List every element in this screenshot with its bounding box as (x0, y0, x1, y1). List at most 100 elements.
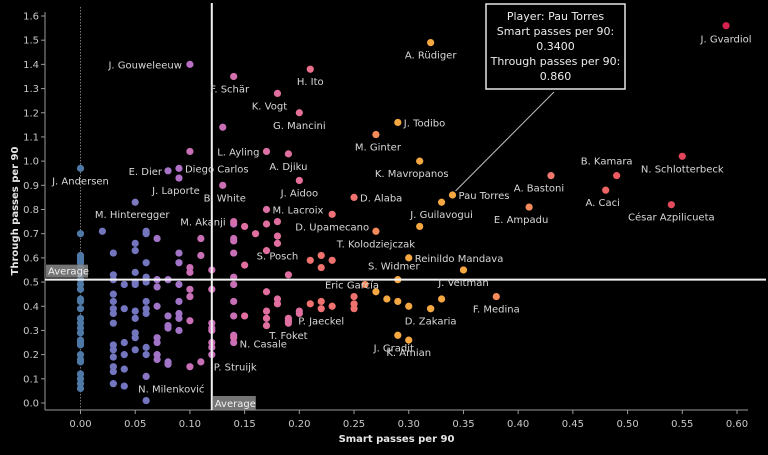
data-point[interactable] (175, 314, 183, 322)
data-point[interactable] (109, 353, 117, 361)
data-point[interactable] (437, 198, 446, 206)
data-point[interactable] (131, 198, 139, 206)
data-point[interactable] (175, 164, 183, 172)
data-point[interactable] (219, 181, 227, 189)
data-point[interactable] (350, 305, 358, 313)
data-point[interactable] (76, 341, 85, 349)
data-point[interactable] (98, 227, 106, 235)
data-point[interactable] (262, 247, 271, 255)
data-point[interactable] (76, 164, 85, 172)
data-point[interactable] (394, 297, 402, 306)
data-point[interactable] (262, 220, 271, 228)
data-point[interactable] (394, 118, 402, 127)
data-point[interactable] (230, 334, 238, 342)
data-point[interactable] (120, 351, 128, 359)
data-point[interactable] (273, 89, 282, 97)
data-point[interactable] (142, 396, 150, 405)
data-point[interactable] (175, 297, 183, 306)
data-point[interactable] (262, 205, 271, 214)
data-point[interactable] (131, 280, 139, 289)
data-point[interactable] (164, 312, 172, 320)
data-point[interactable] (175, 259, 183, 267)
data-point[interactable] (142, 309, 150, 318)
data-point[interactable] (120, 382, 128, 390)
data-point[interactable] (76, 358, 85, 366)
data-point[interactable] (350, 193, 358, 202)
data-point[interactable] (328, 210, 336, 218)
data-point[interactable] (131, 247, 139, 255)
data-point[interactable] (142, 343, 150, 351)
data-point[interactable] (142, 259, 150, 267)
data-point[interactable] (284, 271, 292, 279)
data-point[interactable] (76, 285, 85, 293)
data-point[interactable] (197, 234, 205, 243)
data-point[interactable] (416, 222, 424, 231)
data-point[interactable] (295, 307, 303, 315)
data-point[interactable] (230, 72, 238, 81)
data-point[interactable] (405, 302, 413, 310)
data-point[interactable] (76, 230, 85, 238)
data-point[interactable] (76, 297, 85, 306)
data-point[interactable] (427, 39, 435, 47)
data-point[interactable] (197, 251, 205, 260)
data-point[interactable] (109, 380, 117, 388)
data-point[interactable] (131, 346, 139, 354)
data-point[interactable] (317, 305, 325, 313)
data-point[interactable] (525, 203, 533, 211)
data-point[interactable] (109, 367, 117, 376)
data-point[interactable] (153, 234, 161, 243)
data-point[interactable] (131, 239, 139, 247)
data-point[interactable] (547, 172, 555, 180)
data-point[interactable] (273, 232, 282, 240)
data-point[interactable] (722, 22, 730, 30)
data-point[interactable] (613, 172, 621, 180)
data-point[interactable] (328, 302, 336, 310)
data-point[interactable] (153, 302, 161, 310)
data-point[interactable] (153, 338, 161, 347)
data-point[interactable] (186, 292, 194, 301)
data-point[interactable] (230, 297, 238, 306)
data-point[interactable] (383, 295, 391, 303)
data-point[interactable] (306, 300, 314, 308)
data-point[interactable] (678, 152, 686, 160)
data-point[interactable] (120, 280, 128, 289)
data-point[interactable] (131, 314, 139, 322)
data-point[interactable] (109, 309, 117, 318)
data-point[interactable] (109, 297, 117, 306)
data-point[interactable] (186, 317, 194, 325)
data-point[interactable] (120, 338, 128, 347)
data-point[interactable] (317, 251, 325, 260)
data-point[interactable] (164, 360, 172, 368)
data-point[interactable] (284, 150, 292, 158)
data-point[interactable] (361, 280, 369, 289)
data-point[interactable] (175, 249, 183, 257)
data-point[interactable] (372, 288, 380, 296)
data-point[interactable] (131, 307, 139, 315)
data-point[interactable] (328, 256, 336, 264)
data-point[interactable] (448, 191, 457, 199)
data-point[interactable] (142, 351, 150, 359)
data-point[interactable] (317, 297, 325, 306)
data-point[interactable] (262, 147, 271, 156)
data-point[interactable] (405, 336, 413, 344)
data-point[interactable] (164, 324, 172, 332)
data-point[interactable] (131, 268, 139, 276)
data-point[interactable] (186, 268, 194, 276)
data-point[interactable] (273, 217, 282, 226)
data-point[interactable] (219, 123, 227, 131)
data-point[interactable] (186, 147, 194, 156)
data-point[interactable] (306, 65, 314, 73)
data-point[interactable] (273, 239, 282, 247)
data-point[interactable] (492, 292, 500, 301)
data-point[interactable] (241, 312, 249, 320)
data-point[interactable] (241, 222, 249, 231)
data-point[interactable] (164, 167, 172, 175)
data-point[interactable] (142, 230, 150, 238)
data-point[interactable] (372, 130, 380, 139)
data-point[interactable] (186, 60, 194, 68)
data-point[interactable] (230, 280, 238, 289)
data-point[interactable] (109, 290, 117, 298)
data-point[interactable] (350, 292, 358, 301)
data-point[interactable] (142, 372, 150, 380)
data-point[interactable] (273, 300, 282, 308)
